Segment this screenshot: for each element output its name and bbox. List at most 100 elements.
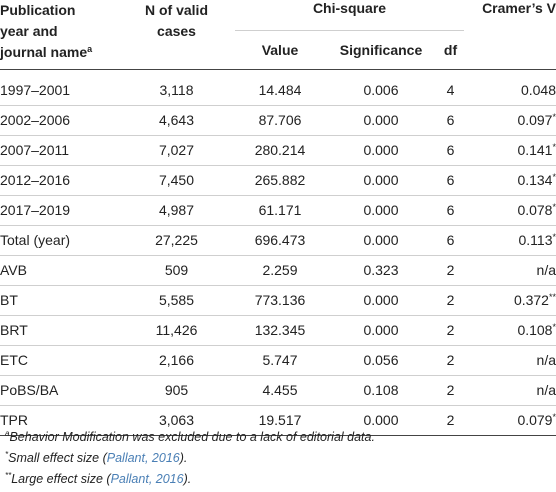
row-cramers-v: 0.078*: [464, 195, 556, 226]
row-df: 6: [437, 165, 464, 196]
row-df: 2: [437, 405, 464, 436]
row-n-cases: 27,225: [118, 225, 235, 256]
row-label: TPR: [0, 405, 118, 436]
effect-size-mark: *: [552, 232, 556, 242]
row-n-cases: 5,585: [118, 285, 235, 316]
row-df: 2: [437, 315, 464, 346]
effect-size-mark: *: [552, 322, 556, 332]
row-n-cases: 7,450: [118, 165, 235, 196]
table-row: 1997–2001 3,118 14.484 0.006 4 0.048: [0, 69, 556, 106]
citation-link[interactable]: Pallant, 2016: [110, 472, 184, 486]
row-significance: 0.000: [325, 135, 437, 166]
footnote-a: aBehavior Modification was excluded due …: [5, 429, 375, 445]
table-row: AVB 509 2.259 0.323 2 n/a: [0, 255, 556, 286]
table-row: TPR 3,063 19.517 0.000 2 0.079*: [0, 405, 556, 436]
row-n-cases: 509: [118, 255, 235, 286]
table-row: Total (year) 27,225 696.473 0.000 6 0.113*: [0, 225, 556, 256]
table-row: 2007–2011 7,027 280.214 0.000 6 0.141*: [0, 135, 556, 166]
header-rule: [0, 69, 556, 70]
citation-link[interactable]: Pallant, 2016: [106, 451, 180, 465]
table-row: 2012–2016 7,450 265.882 0.000 6 0.134*: [0, 165, 556, 196]
row-df: 2: [437, 285, 464, 316]
table-body: 1997–2001 3,118 14.484 0.006 4 0.048 2002–2006…: [0, 69, 556, 436]
row-df: 4: [437, 69, 464, 106]
row-cramers-v: n/a: [464, 255, 556, 286]
row-chi-value: 2.259: [235, 255, 325, 286]
row-chi-value: 132.345: [235, 315, 325, 346]
row-cramers-v: n/a: [464, 375, 556, 406]
row-chi-value: 696.473: [235, 225, 325, 256]
header-row-1: Publication year and journal namea N of …: [0, 0, 556, 60]
row-cramers-v: 0.141*: [464, 135, 556, 166]
row-cramers-v: n/a: [464, 345, 556, 376]
row-chi-value: 5.747: [235, 345, 325, 376]
row-label: 1997–2001: [0, 69, 118, 106]
row-cramers-v: 0.108*: [464, 315, 556, 346]
header-significance: Significance: [339, 42, 423, 58]
row-label: AVB: [0, 255, 118, 286]
row-df: 6: [437, 195, 464, 226]
header-row-2: Value Significance df: [0, 31, 556, 70]
row-significance: 0.000: [325, 195, 437, 226]
row-cramers-v: 0.097*: [464, 105, 556, 136]
header-cramers-v: Cramer’s V: [482, 0, 556, 16]
row-cramers-v: 0.079*: [464, 405, 556, 436]
chi-square-table: Publication year and journal namea N of …: [0, 0, 556, 436]
footnote-large-effect: **Large effect size (Pallant, 2016).: [5, 471, 192, 487]
row-n-cases: 4,987: [118, 195, 235, 226]
row-n-cases: 3,118: [118, 69, 235, 106]
row-significance: 0.006: [325, 69, 437, 106]
table-row: ETC 2,166 5.747 0.056 2 n/a: [0, 345, 556, 376]
row-n-cases: 2,166: [118, 345, 235, 376]
row-chi-value: 265.882: [235, 165, 325, 196]
row-chi-value: 280.214: [235, 135, 325, 166]
row-cramers-v: 0.113*: [464, 225, 556, 256]
row-df: 2: [437, 345, 464, 376]
header-df: df: [443, 42, 458, 58]
header-value: Value: [261, 42, 299, 58]
row-significance: 0.000: [325, 285, 437, 316]
header-publication-year: Publication year and journal namea: [0, 2, 93, 60]
row-chi-value: 19.517: [235, 405, 325, 436]
header-chi-square: Chi-square: [235, 0, 464, 31]
table-row: PoBS/BA 905 4.455 0.108 2 n/a: [0, 375, 556, 406]
row-significance: 0.108: [325, 375, 437, 406]
header-n-valid-cases: N of valid cases: [144, 2, 208, 39]
row-df: 2: [437, 255, 464, 286]
row-n-cases: 905: [118, 375, 235, 406]
effect-size-mark: *: [552, 112, 556, 122]
effect-size-mark: *: [552, 202, 556, 212]
row-chi-value: 61.171: [235, 195, 325, 226]
row-label: PoBS/BA: [0, 375, 118, 406]
row-cramers-v: 0.048: [464, 69, 556, 106]
row-n-cases: 3,063: [118, 405, 235, 436]
row-label: 2002–2006: [0, 105, 118, 136]
row-n-cases: 11,426: [118, 315, 235, 346]
row-label: BT: [0, 285, 118, 316]
table-row: 2017–2019 4,987 61.171 0.000 6 0.078*: [0, 195, 556, 226]
row-n-cases: 4,643: [118, 105, 235, 136]
row-significance: 0.323: [325, 255, 437, 286]
effect-size-mark: *: [552, 172, 556, 182]
effect-size-mark: *: [552, 412, 556, 422]
row-label: ETC: [0, 345, 118, 376]
table-row: 2002–2006 4,643 87.706 0.000 6 0.097*: [0, 105, 556, 136]
row-chi-value: 773.136: [235, 285, 325, 316]
row-df: 6: [437, 225, 464, 256]
row-significance: 0.000: [325, 105, 437, 136]
row-significance: 0.056: [325, 345, 437, 376]
effect-size-mark: **: [548, 292, 556, 302]
row-cramers-v: 0.134*: [464, 165, 556, 196]
row-df: 6: [437, 135, 464, 166]
row-label: Total (year): [0, 225, 118, 256]
table-row: BRT 11,426 132.345 0.000 2 0.108*: [0, 315, 556, 346]
row-label: 2012–2016: [0, 165, 118, 196]
row-chi-value: 4.455: [235, 375, 325, 406]
row-significance: 0.000: [325, 225, 437, 256]
row-significance: 0.000: [325, 315, 437, 346]
table-footnotes: aBehavior Modification was excluded due …: [5, 427, 375, 490]
table-row: BT 5,585 773.136 0.000 2 0.372**: [0, 285, 556, 316]
row-df: 6: [437, 105, 464, 136]
effect-size-mark: *: [552, 142, 556, 152]
row-chi-value: 14.484: [235, 69, 325, 106]
